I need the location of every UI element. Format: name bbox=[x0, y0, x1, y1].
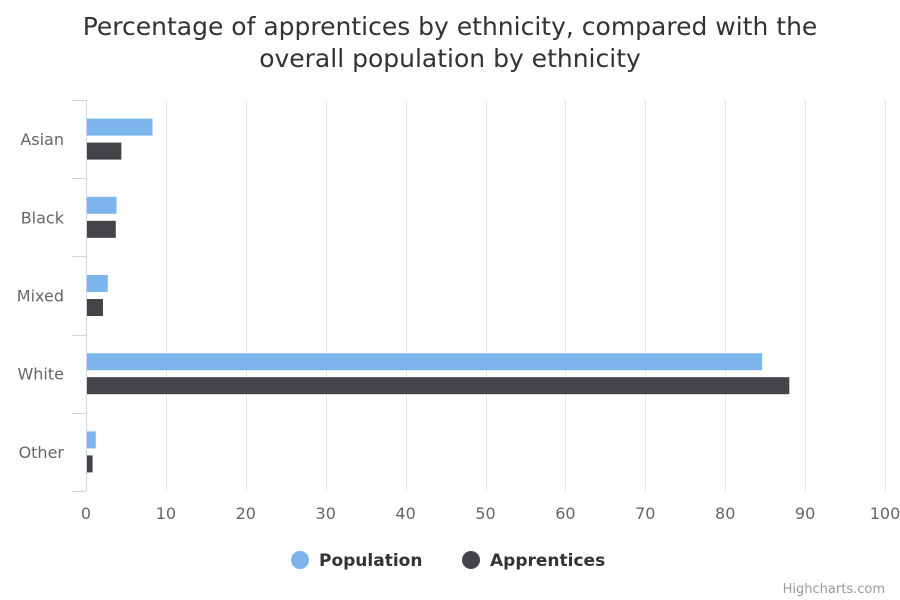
category-label: White bbox=[17, 365, 64, 384]
bar-population-black[interactable] bbox=[87, 196, 117, 214]
legend-label: Population bbox=[319, 551, 422, 571]
chart-title-line-2: overall population by ethnicity bbox=[259, 44, 641, 73]
bar-apprentices-other[interactable] bbox=[87, 455, 93, 473]
bar-apprentices-black[interactable] bbox=[87, 220, 116, 238]
x-tick-label: 70 bbox=[635, 504, 655, 523]
legend-item-population[interactable]: Population bbox=[291, 551, 422, 571]
bar-population-other[interactable] bbox=[87, 431, 96, 449]
chart-title-line-1: Percentage of apprentices by ethnicity, … bbox=[83, 12, 818, 41]
category-axis bbox=[72, 100, 87, 492]
x-tick-label: 30 bbox=[316, 504, 336, 523]
bar-population-mixed[interactable] bbox=[87, 275, 108, 292]
bars bbox=[87, 118, 790, 473]
x-tick-label: 60 bbox=[555, 504, 575, 523]
grid-lines bbox=[166, 100, 886, 491]
bar-apprentices-white[interactable] bbox=[87, 377, 790, 395]
category-label: Asian bbox=[20, 130, 64, 149]
legend-symbol bbox=[462, 551, 480, 569]
x-tick-label: 20 bbox=[236, 504, 256, 523]
legend-label: Apprentices bbox=[490, 551, 605, 571]
category-labels: Asian Black Mixed White Other bbox=[17, 130, 65, 462]
category-label: Other bbox=[19, 443, 65, 462]
x-tick-label: 50 bbox=[475, 504, 495, 523]
category-label: Black bbox=[21, 208, 65, 227]
legend-item-apprentices[interactable]: Apprentices bbox=[462, 551, 605, 571]
x-tick-label: 10 bbox=[156, 504, 176, 523]
x-tick-label: 0 bbox=[81, 504, 91, 523]
bar-apprentices-mixed[interactable] bbox=[87, 299, 103, 316]
legend-symbol bbox=[291, 551, 309, 569]
x-tick-label: 40 bbox=[395, 504, 415, 523]
category-label: Mixed bbox=[17, 287, 64, 306]
bar-apprentices-asian[interactable] bbox=[87, 142, 122, 160]
x-tick-label: 100 bbox=[870, 504, 900, 523]
x-tick-label: 80 bbox=[715, 504, 735, 523]
bar-population-white[interactable] bbox=[87, 353, 763, 371]
x-tick-label: 90 bbox=[795, 504, 815, 523]
bar-population-asian[interactable] bbox=[87, 118, 153, 136]
value-axis-ticks: 0 10 20 30 40 50 60 70 80 90 100 bbox=[81, 504, 900, 523]
credits-link[interactable]: Highcharts.com bbox=[783, 582, 885, 597]
legend: Population Apprentices bbox=[291, 551, 605, 571]
